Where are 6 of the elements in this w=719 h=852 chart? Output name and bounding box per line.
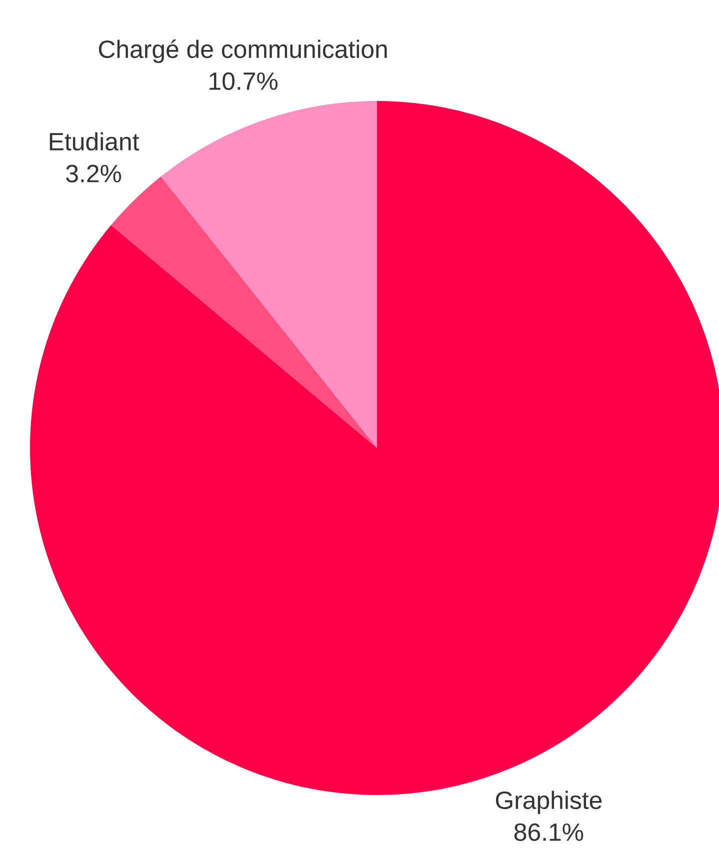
- slice-label: Graphiste: [496, 790, 602, 814]
- data-label: 3.2%: [66, 164, 122, 182]
- slice-label: Chargé de communication: [98, 39, 387, 64]
- data-label: 10.7%: [210, 72, 278, 90]
- data-label: 86.1%: [514, 823, 584, 841]
- slice-label: Etudiant: [50, 132, 140, 151]
